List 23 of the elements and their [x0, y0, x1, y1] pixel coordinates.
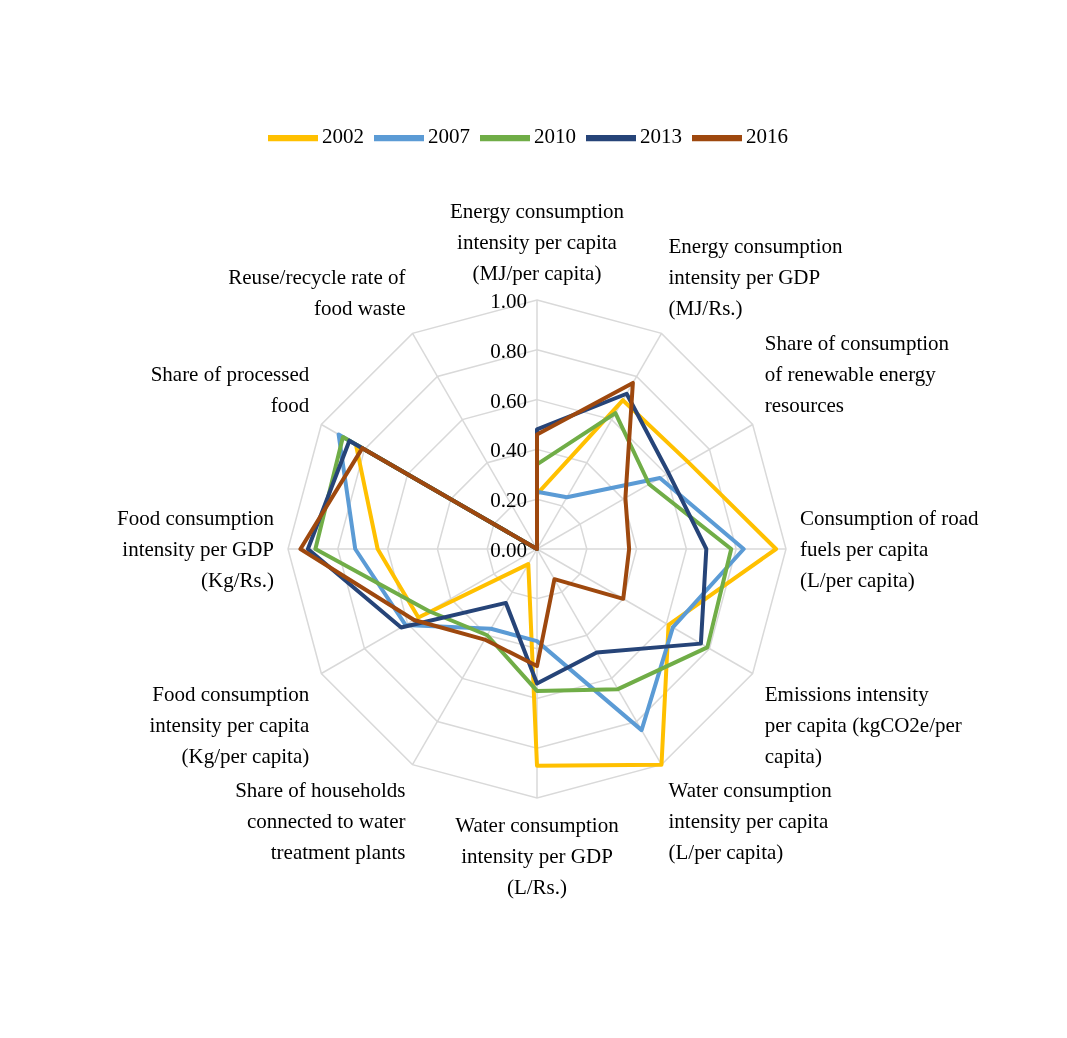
- spoke-label: Share of processed food: [150, 361, 310, 417]
- spoke-label: Consumption of road fuels per capita (L/per capita): [800, 506, 979, 592]
- spoke-label: Energy consumption intensity per capita (MJ/per capita): [449, 199, 625, 285]
- legend-label: 2013: [640, 123, 682, 148]
- spoke-label: Water consumption intensity per GDP (L/Rs.): [455, 813, 620, 899]
- spoke-label: Energy consumption intensity per GDP (MJ/Rs.): [668, 234, 844, 321]
- y-tick-label: 1.00: [490, 289, 527, 313]
- y-tick-label: 0.60: [490, 388, 527, 413]
- spoke-label: Water consumption intensity per capita (L/per capita): [668, 777, 833, 864]
- y-tick-label: 0.00: [490, 538, 527, 562]
- legend-label: 2007: [428, 123, 470, 148]
- spoke-label: Food consumption intensity per capita (Kg/per capita): [149, 681, 310, 768]
- spoke-label: Reuse/recycle rate of food waste: [228, 265, 406, 321]
- spoke-label: Food consumption intensity per GDP (Kg/Rs.): [117, 506, 275, 592]
- legend-label: 2002: [322, 123, 364, 148]
- y-tick-label: 0.80: [490, 338, 527, 363]
- y-tick-label: 0.40: [490, 438, 527, 463]
- legend-label: 2010: [534, 123, 576, 148]
- spoke-label: Share of consumption of renewable energy resources: [764, 330, 950, 417]
- spoke-label: Share of households connected to water treatment plants: [235, 777, 406, 864]
- legend-label: 2016: [746, 123, 788, 148]
- spoke-label: Emissions intensity per capita (kgCO2e/per capita): [764, 681, 962, 768]
- y-tick-label: 0.20: [490, 488, 527, 513]
